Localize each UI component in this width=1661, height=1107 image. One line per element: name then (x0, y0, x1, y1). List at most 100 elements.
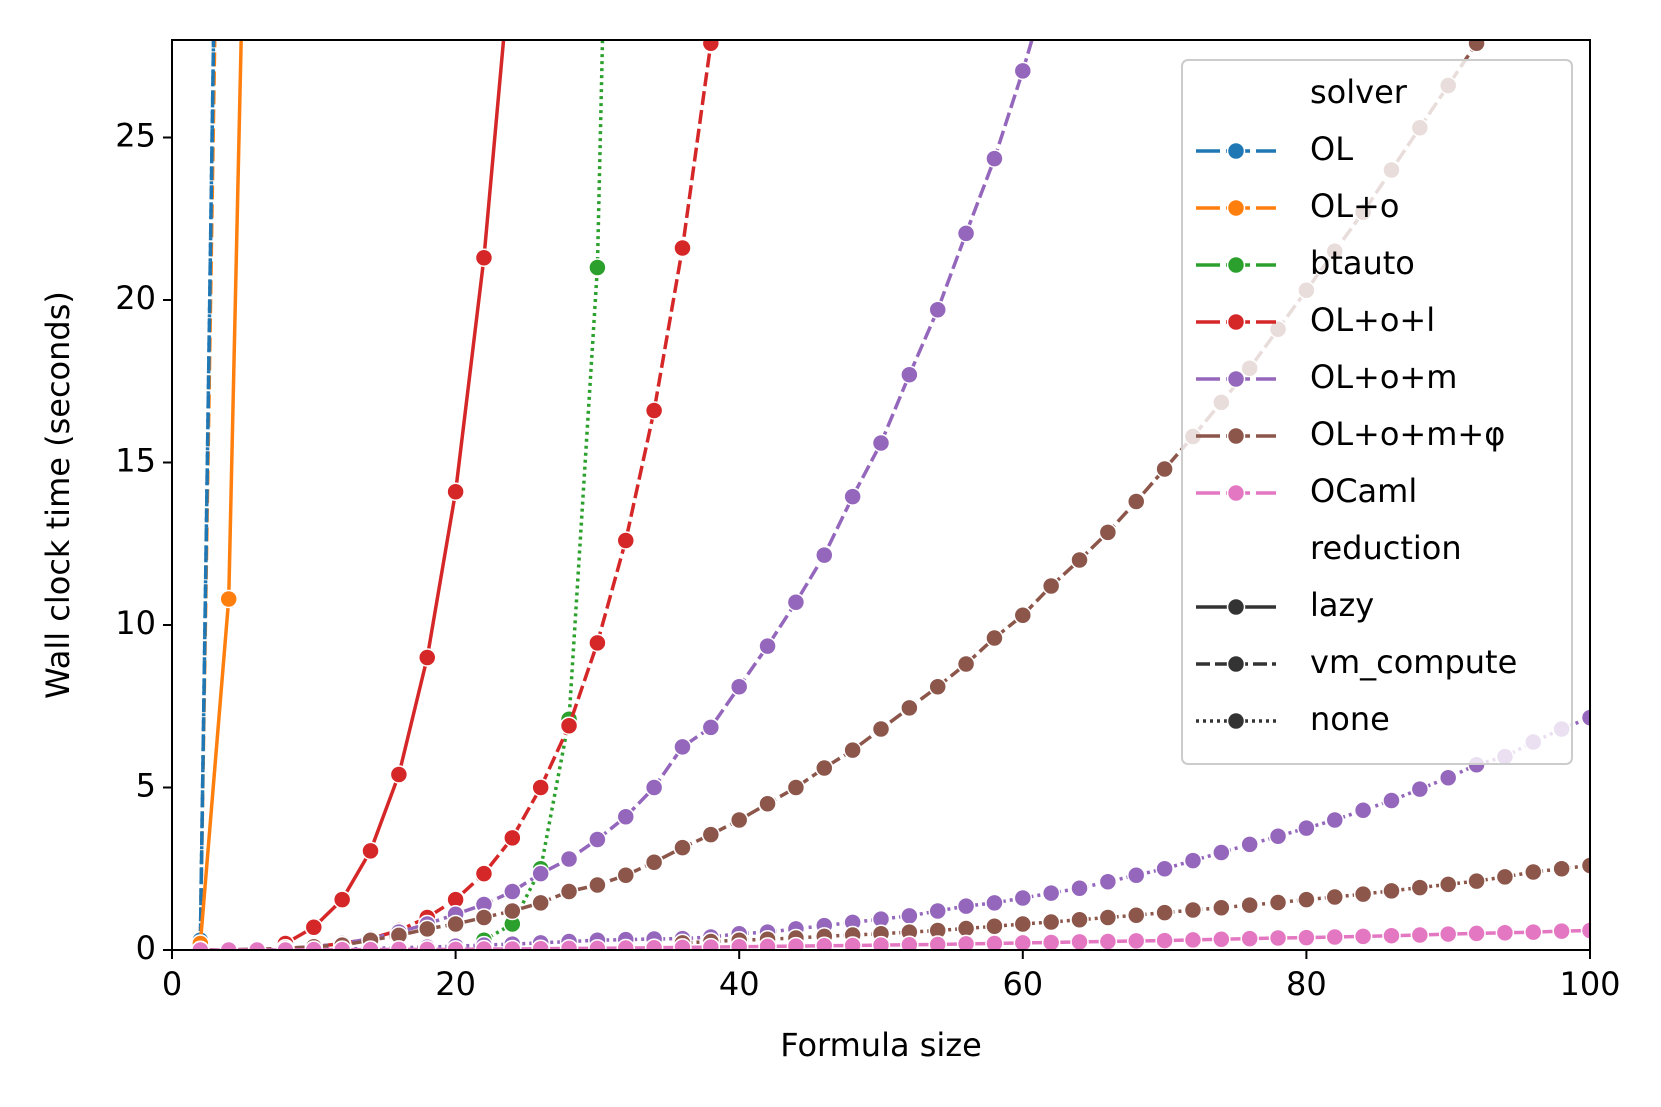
legend-marker (1226, 597, 1246, 617)
data-point (1070, 879, 1089, 898)
legend-marker (1226, 426, 1246, 446)
x-tick-label: 80 (1286, 965, 1327, 1003)
data-point (928, 677, 947, 696)
data-point (928, 300, 947, 319)
data-point (815, 936, 834, 950)
data-point (1013, 914, 1033, 934)
data-point (559, 849, 579, 869)
data-point (503, 901, 522, 921)
data-point (985, 149, 1004, 168)
data-point (446, 482, 465, 501)
data-point (417, 648, 437, 667)
data-point (559, 939, 579, 950)
data-point (1580, 856, 1590, 875)
legend-box (1181, 59, 1573, 765)
legend-label: vm_compute (1310, 643, 1517, 681)
series-line (284, 40, 506, 946)
data-point (1183, 851, 1203, 870)
data-point (1155, 903, 1174, 922)
data-point (985, 934, 1004, 950)
data-point (247, 940, 267, 950)
y-tick-label: 20 (115, 279, 156, 317)
data-point (729, 937, 749, 950)
data-point (673, 238, 692, 258)
series-line (198, 40, 217, 941)
data-point (956, 934, 976, 950)
data-point (1438, 924, 1458, 944)
data-point (1212, 843, 1231, 862)
data-point (843, 740, 862, 760)
data-point (644, 778, 664, 797)
data-point (701, 825, 721, 844)
data-point (1155, 459, 1174, 479)
data-point (928, 901, 947, 921)
data-point (1382, 926, 1401, 945)
legend-label: OL+o (1310, 187, 1399, 225)
data-point (1126, 905, 1146, 925)
data-point (1098, 932, 1118, 950)
data-point (786, 593, 806, 612)
data-point (985, 917, 1004, 936)
y-tick-label: 15 (115, 442, 156, 480)
data-point (673, 737, 692, 757)
data-point (1438, 875, 1458, 894)
data-point (1240, 835, 1259, 854)
legend-marker (1226, 654, 1246, 674)
data-point (900, 935, 919, 950)
data-point (1353, 801, 1373, 820)
legend-marker (1226, 369, 1246, 389)
legend-marker (1226, 141, 1246, 161)
data-point (1070, 910, 1089, 930)
data-point (1126, 492, 1146, 511)
series-line (483, 40, 605, 942)
data-point (985, 628, 1004, 648)
data-point (758, 636, 777, 656)
series-line (682, 863, 1590, 945)
x-tick-label: 60 (1002, 965, 1043, 1003)
x-tick-label: 20 (435, 965, 476, 1003)
data-point (1580, 921, 1590, 940)
data-point (1268, 928, 1288, 948)
data-point (900, 906, 919, 926)
data-point (956, 224, 976, 243)
data-point (701, 40, 721, 53)
data-point (1212, 898, 1231, 917)
data-point (786, 936, 806, 950)
data-point (644, 938, 664, 950)
data-point (1126, 866, 1146, 885)
data-point (531, 939, 550, 950)
legend-label: btauto (1310, 244, 1415, 282)
data-point (559, 716, 579, 735)
y-tick-label: 25 (115, 117, 156, 155)
x-axis-label: Formula size (780, 1026, 982, 1064)
data-point (644, 853, 664, 872)
data-point (843, 936, 862, 950)
legend-label: OL+o+m+φ (1310, 415, 1505, 453)
data-point (1495, 923, 1515, 943)
data-point (219, 589, 238, 609)
x-tick-label: 100 (1559, 965, 1620, 1003)
data-point (219, 940, 238, 950)
legend-marker (1226, 711, 1246, 731)
data-point (1098, 908, 1118, 927)
data-point (616, 807, 636, 826)
data-point (1126, 931, 1146, 950)
data-point (1297, 890, 1316, 909)
data-point (1496, 0, 1513, 6)
data-point (474, 864, 494, 883)
data-point (361, 841, 380, 861)
data-point (1183, 900, 1203, 920)
data-point (1013, 933, 1033, 950)
data-point (1041, 912, 1061, 932)
data-point (531, 893, 550, 913)
data-point (1098, 872, 1118, 891)
data-point (616, 531, 636, 550)
data-point (1410, 779, 1430, 799)
data-point (531, 864, 550, 883)
data-point (1552, 859, 1571, 878)
x-tick-label: 40 (719, 965, 760, 1003)
data-point (1155, 859, 1174, 878)
data-point (928, 935, 947, 950)
data-point (1041, 576, 1061, 596)
data-point (276, 940, 295, 950)
